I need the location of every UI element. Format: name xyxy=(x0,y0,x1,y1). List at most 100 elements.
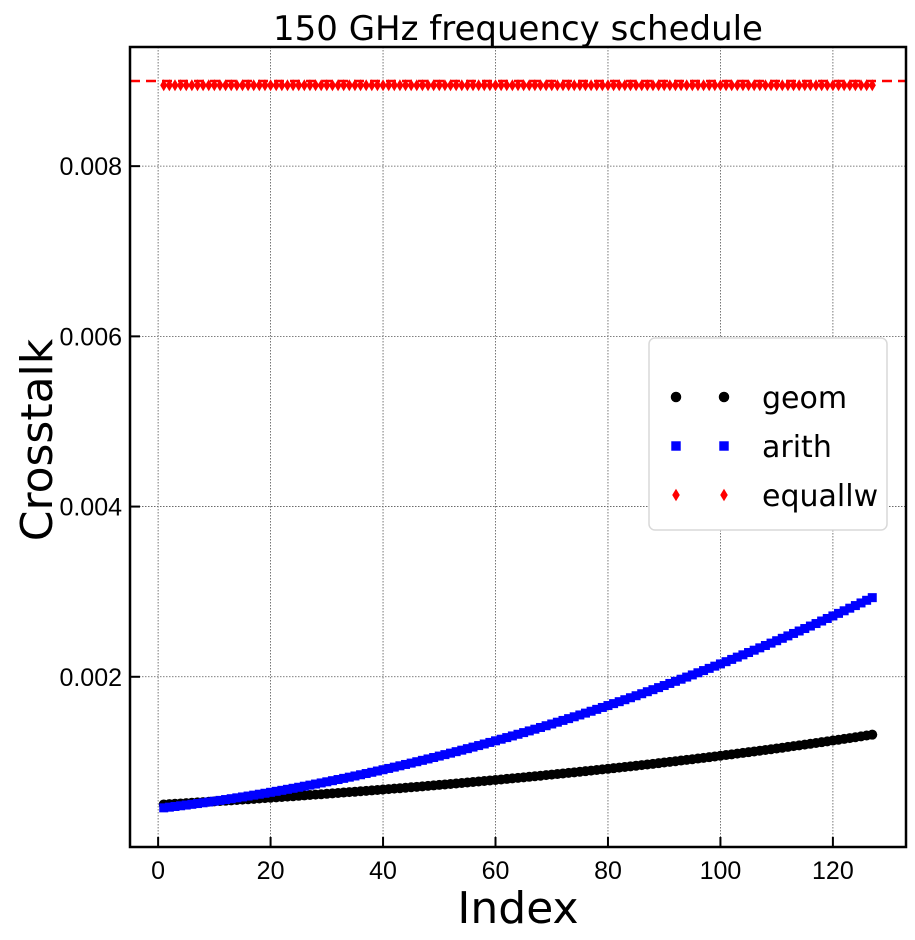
data-point-equallw xyxy=(694,79,702,92)
data-point-equallw xyxy=(255,79,263,92)
data-point-equallw xyxy=(497,79,505,92)
data-point-arith xyxy=(468,742,478,752)
chart-title: 150 GHz frequency schedule xyxy=(273,9,763,49)
data-point-arith xyxy=(440,750,450,760)
data-point-arith xyxy=(755,643,765,653)
data-point-arith xyxy=(614,697,624,707)
data-point-arith xyxy=(496,734,506,744)
data-point-arith xyxy=(597,702,607,712)
data-point-arith xyxy=(485,737,495,747)
data-point-arith xyxy=(288,783,298,793)
data-point-equallw xyxy=(396,79,404,92)
data-point-arith xyxy=(457,745,467,755)
data-point-equallw xyxy=(705,79,713,92)
data-point-equallw xyxy=(160,79,168,92)
data-point-arith xyxy=(384,763,394,773)
legend-label-equallw: equallw xyxy=(762,479,878,514)
data-point-arith xyxy=(327,776,337,786)
data-point-equallw xyxy=(188,79,196,92)
data-point-equallw xyxy=(463,79,471,92)
data-point-arith xyxy=(704,663,714,673)
data-point-arith xyxy=(159,803,169,813)
data-point-equallw xyxy=(272,79,280,92)
data-point-arith xyxy=(170,801,180,811)
data-point-arith xyxy=(181,800,191,810)
data-point-equallw xyxy=(688,79,696,92)
data-point-arith xyxy=(423,754,433,764)
data-point-arith xyxy=(378,765,388,775)
data-point-arith xyxy=(850,601,860,611)
data-point-equallw xyxy=(227,79,235,92)
data-point-arith xyxy=(564,714,574,724)
data-point-arith xyxy=(451,747,461,757)
data-point-equallw xyxy=(458,79,466,92)
data-point-arith xyxy=(389,762,399,772)
data-point-equallw xyxy=(525,79,533,92)
legend-marker-arith xyxy=(719,441,729,451)
data-point-equallw xyxy=(520,79,528,92)
data-point-arith xyxy=(603,701,613,711)
data-markers xyxy=(130,79,906,813)
x-tick-label: 40 xyxy=(369,857,397,885)
data-point-arith xyxy=(749,645,759,655)
data-point-arith xyxy=(715,659,725,669)
data-point-arith xyxy=(176,801,186,811)
data-point-equallw xyxy=(345,79,353,92)
data-point-arith xyxy=(361,769,371,779)
data-point-arith xyxy=(648,685,658,695)
data-point-equallw xyxy=(351,79,359,92)
data-point-arith xyxy=(738,650,748,660)
data-point-equallw xyxy=(536,79,545,92)
data-point-equallw xyxy=(407,79,415,92)
data-point-arith xyxy=(164,802,174,812)
data-point-arith xyxy=(429,753,439,763)
data-point-equallw xyxy=(210,79,218,92)
data-point-arith xyxy=(350,771,360,781)
data-point-equallw xyxy=(677,79,685,92)
data-point-arith xyxy=(434,751,444,761)
data-point-arith xyxy=(311,779,321,789)
data-point-equallw xyxy=(699,79,708,92)
data-point-equallw xyxy=(278,79,286,92)
data-point-arith xyxy=(772,636,782,646)
data-point-arith xyxy=(282,784,292,794)
data-point-equallw xyxy=(784,79,792,92)
data-point-equallw xyxy=(604,79,612,92)
data-point-equallw xyxy=(508,79,516,92)
data-point-arith xyxy=(395,761,405,771)
data-point-equallw xyxy=(266,79,275,92)
data-point-equallw xyxy=(795,79,803,92)
data-point-arith xyxy=(204,797,214,807)
data-point-arith xyxy=(811,619,821,629)
data-point-equallw xyxy=(295,79,303,92)
data-point-arith xyxy=(356,770,366,780)
data-point-equallw xyxy=(171,79,179,92)
data-point-arith xyxy=(462,744,472,754)
data-point-arith xyxy=(766,638,776,648)
data-point-equallw xyxy=(334,79,342,92)
data-point-equallw xyxy=(553,79,561,92)
x-tick-label: 100 xyxy=(700,857,742,885)
data-point-arith xyxy=(670,676,680,686)
data-point-arith xyxy=(316,778,326,788)
data-point-arith xyxy=(305,780,315,790)
data-point-equallw xyxy=(851,79,859,92)
data-point-arith xyxy=(524,726,534,736)
data-point-equallw xyxy=(480,79,488,92)
data-point-equallw xyxy=(385,79,393,92)
data-point-equallw xyxy=(789,79,798,92)
legend-label-geom: geom xyxy=(762,381,847,416)
data-point-arith xyxy=(474,741,484,751)
data-point-equallw xyxy=(323,79,331,92)
data-point-equallw xyxy=(609,79,618,92)
data-point-equallw xyxy=(626,79,635,92)
x-tick-label: 60 xyxy=(482,857,510,885)
data-point-equallw xyxy=(756,79,764,92)
data-point-arith xyxy=(552,717,562,727)
data-point-equallw xyxy=(486,79,494,92)
data-point-arith xyxy=(805,621,815,631)
data-point-equallw xyxy=(514,79,522,92)
data-point-arith xyxy=(547,719,557,729)
y-tick-label: 0.004 xyxy=(59,494,122,522)
